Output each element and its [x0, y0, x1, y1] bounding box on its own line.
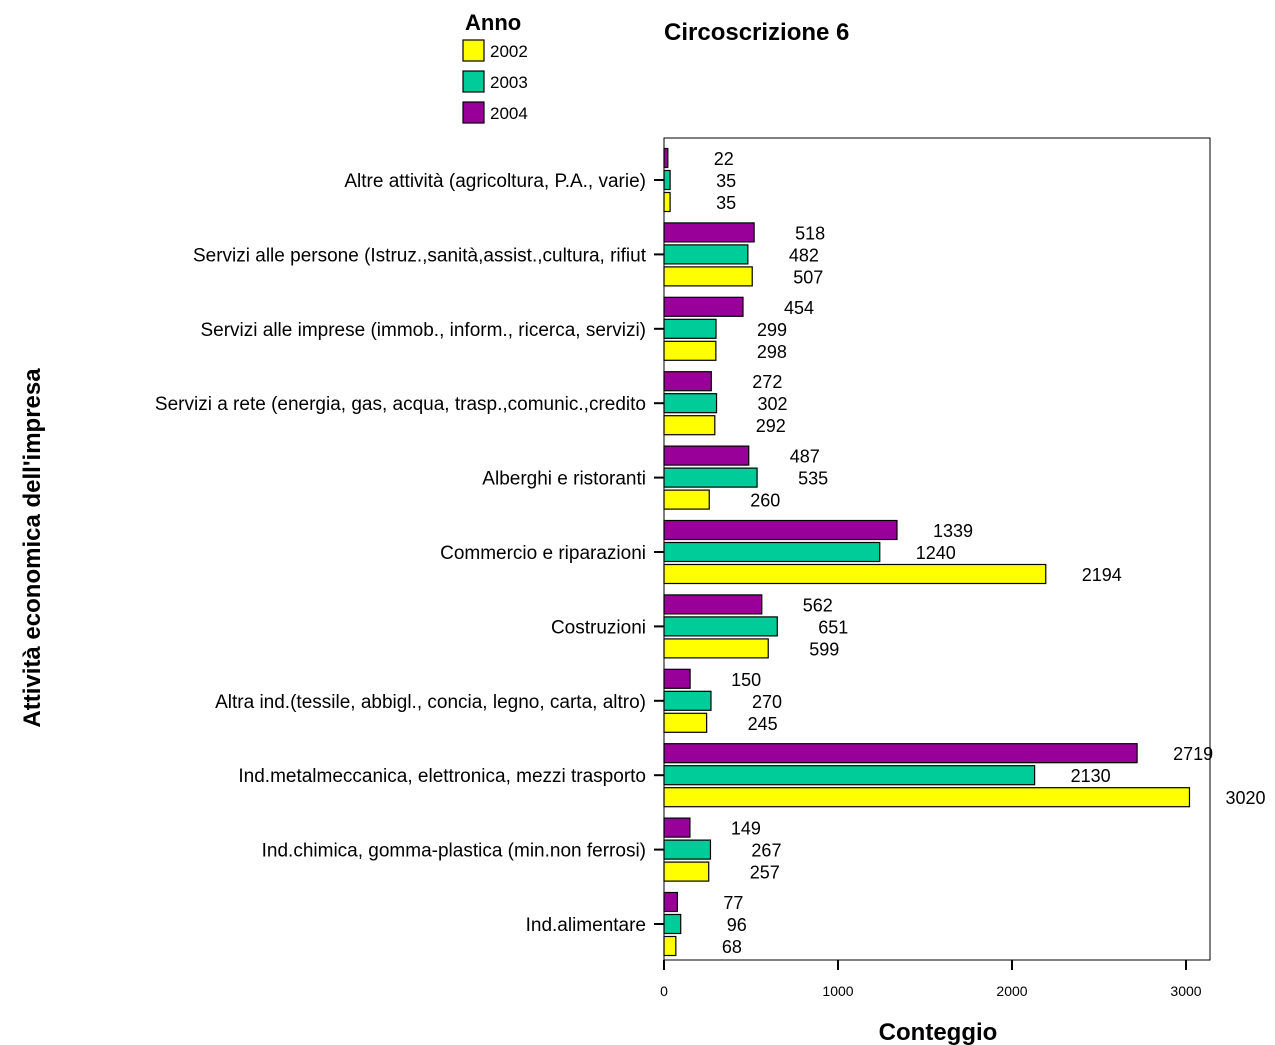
data-label-2002: 3020 [1225, 788, 1265, 808]
data-label-2003: 535 [798, 469, 828, 489]
x-tick-label: 2000 [996, 983, 1027, 999]
data-label-2003: 482 [789, 245, 819, 265]
category-label: Ind.chimica, gomma-plastica (min.non fer… [262, 841, 646, 862]
data-label-2003: 35 [716, 171, 736, 191]
data-label-2002: 260 [750, 491, 780, 511]
bar-2004 [663, 594, 763, 615]
bar-2003 [663, 244, 749, 265]
bar-2002 [663, 340, 717, 361]
data-label-2003: 2130 [1071, 766, 1111, 786]
bar-2004 [663, 371, 712, 392]
x-axis: 0 1000 2000 3000 [660, 960, 1202, 999]
data-label-2002: 245 [748, 714, 778, 734]
bar-2002 [663, 861, 710, 882]
bar-2004 [663, 891, 678, 913]
legend-swatch-2004 [462, 101, 485, 124]
chart-title: Circoscrizione 6 [664, 19, 849, 46]
category-label: Costruzioni [551, 617, 646, 638]
data-label-2003: 270 [752, 692, 782, 712]
bar-2004 [663, 296, 744, 317]
bar-2002 [663, 266, 753, 287]
legend-label-2004: 2004 [490, 104, 528, 123]
data-label-2003: 299 [757, 320, 787, 340]
data-label-2004: 272 [752, 372, 782, 392]
bar-2002 [663, 787, 1191, 808]
data-label-2002: 292 [756, 416, 786, 436]
data-label-2002: 298 [757, 342, 787, 362]
bar-2002 [663, 489, 710, 510]
data-label-2003: 1240 [916, 543, 956, 563]
category-labels: Altre attività (agricoltura, P.A., varie… [155, 171, 664, 936]
data-label-2003: 267 [751, 841, 781, 861]
bar-2003 [663, 839, 712, 860]
data-label-2004: 149 [731, 819, 761, 839]
bar-2002 [663, 415, 716, 436]
bar-2003 [663, 467, 758, 488]
legend-swatch-2003 [462, 70, 485, 93]
bar-2003 [663, 690, 712, 711]
data-label-2004: 1339 [933, 521, 973, 541]
bar-2003 [663, 393, 718, 414]
bar-2004 [663, 147, 669, 169]
bar-2003 [663, 541, 881, 563]
x-tick-label: 1000 [822, 983, 853, 999]
data-labels: 2235355184825074542992982723022924875352… [714, 149, 1266, 957]
data-label-2002: 35 [716, 193, 736, 213]
bar-2003 [663, 616, 778, 637]
y-axis-title: Attività economica dell'impresa [19, 368, 46, 728]
bar-2004 [663, 817, 691, 838]
category-label: Servizi alle imprese (immob., inform., r… [200, 320, 646, 341]
legend-label-2003: 2003 [490, 73, 528, 92]
bar-2004 [663, 519, 898, 541]
bar-2002 [663, 935, 677, 957]
x-tick-label: 3000 [1170, 983, 1201, 999]
data-label-2004: 518 [795, 223, 825, 243]
category-label: Ind.alimentare [526, 915, 646, 936]
data-label-2002: 68 [722, 937, 742, 957]
bar-2002 [663, 712, 708, 733]
bar-2004 [663, 743, 1138, 764]
data-label-2004: 454 [784, 298, 814, 318]
bar-2004 [663, 668, 691, 689]
data-label-2004: 77 [723, 893, 743, 913]
bar-2003 [663, 765, 1036, 786]
data-label-2004: 487 [790, 447, 820, 467]
legend-swatch-2002 [462, 39, 485, 62]
legend: Anno 2002 2003 2004 [462, 10, 528, 124]
bar-2004 [663, 222, 755, 243]
bar-2003 [663, 169, 671, 191]
data-label-2002: 257 [750, 863, 780, 883]
data-label-2003: 302 [758, 394, 788, 414]
category-label: Altra ind.(tessile, abbigl., concia, leg… [215, 692, 646, 713]
data-label-2003: 96 [727, 915, 747, 935]
bar-2003 [663, 913, 682, 935]
bar-2003 [663, 318, 717, 339]
category-label: Altre attività (agricoltura, P.A., varie… [344, 171, 646, 192]
data-label-2002: 599 [809, 639, 839, 659]
x-axis-title: Conteggio [879, 1019, 998, 1045]
bar-2002 [663, 191, 671, 213]
legend-title: Anno [465, 10, 521, 35]
legend-label-2002: 2002 [490, 42, 528, 61]
data-label-2003: 651 [818, 617, 848, 637]
x-tick-label: 0 [660, 983, 668, 999]
category-label: Ind.metalmeccanica, elettronica, mezzi t… [238, 766, 646, 787]
data-label-2002: 507 [793, 267, 823, 287]
bar-2002 [663, 638, 769, 659]
data-label-2004: 2719 [1173, 744, 1213, 764]
bar-2002 [663, 563, 1047, 585]
category-label: Servizi alle persone (Istruz.,sanità,ass… [193, 245, 647, 266]
bar-2004 [663, 445, 750, 466]
category-label: Servizi a rete (energia, gas, acqua, tra… [155, 394, 646, 415]
data-label-2002: 2194 [1082, 565, 1122, 585]
data-label-2004: 562 [803, 595, 833, 615]
category-label: Alberghi e ristoranti [482, 469, 646, 490]
category-label: Commercio e riparazioni [440, 543, 646, 564]
bars [663, 147, 1191, 957]
data-label-2004: 150 [731, 670, 761, 690]
data-label-2004: 22 [714, 149, 734, 169]
